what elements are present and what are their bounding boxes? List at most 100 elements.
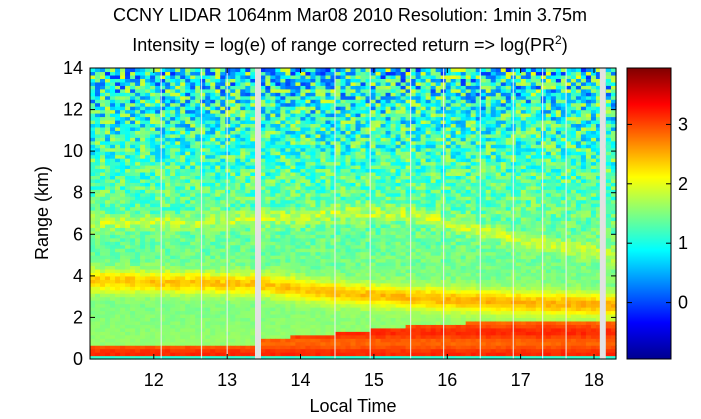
heatmap-cell	[385, 237, 392, 242]
heatmap-cell	[225, 154, 231, 159]
heatmap-cell	[370, 352, 377, 357]
heatmap-cell	[340, 171, 347, 176]
heatmap-cell	[205, 95, 211, 100]
heatmap-cell	[90, 123, 96, 128]
heatmap-cell	[300, 282, 307, 287]
heatmap-cell	[360, 355, 367, 360]
heatmap-cell	[270, 223, 276, 228]
heatmap-cell	[235, 144, 241, 149]
heatmap-cell	[250, 279, 256, 284]
heatmap-cell	[355, 126, 362, 131]
heatmap-cell	[280, 109, 286, 114]
heatmap-cell	[170, 99, 176, 104]
heatmap-cell	[260, 234, 266, 239]
heatmap-cell	[350, 327, 357, 332]
heatmap-cell	[130, 293, 136, 298]
heatmap-cell	[265, 303, 271, 308]
heatmap-cell	[130, 272, 136, 277]
heatmap-cell	[320, 262, 327, 267]
heatmap-cell	[205, 303, 211, 308]
heatmap-cell	[245, 241, 251, 246]
heatmap-cell	[100, 223, 106, 228]
heatmap-cell	[220, 102, 226, 107]
heatmap-cell	[120, 345, 126, 350]
heatmap-cell	[315, 234, 322, 239]
heatmap-cell	[200, 126, 206, 131]
heatmap-cell	[160, 175, 166, 180]
heatmap-cell	[160, 234, 166, 239]
heatmap-cell	[335, 102, 342, 107]
heatmap-cell	[130, 116, 136, 121]
heatmap-cell	[105, 279, 111, 284]
heatmap-cell	[245, 303, 251, 308]
heatmap-cell	[235, 331, 241, 336]
heatmap-cell	[295, 223, 301, 228]
heatmap-cell	[310, 255, 317, 260]
heatmap-cell	[320, 199, 327, 204]
heatmap-cell	[290, 331, 296, 336]
heatmap-cell	[355, 158, 362, 163]
heatmap-cell	[295, 324, 301, 329]
heatmap-cell	[290, 251, 296, 256]
heatmap-cell	[200, 95, 206, 100]
heatmap-cell	[135, 126, 141, 131]
heatmap-cell	[175, 307, 181, 312]
heatmap-cell	[230, 106, 236, 111]
heatmap-cell	[315, 147, 322, 152]
heatmap-cell	[175, 303, 181, 308]
heatmap-cell	[205, 178, 211, 183]
heatmap-cell	[145, 158, 151, 163]
heatmap-cell	[180, 151, 186, 156]
heatmap-cell	[380, 331, 387, 336]
heatmap-cell	[350, 255, 357, 260]
heatmap-cell	[90, 130, 96, 135]
heatmap-cell	[245, 220, 251, 225]
heatmap-cell	[120, 196, 126, 201]
heatmap-cell	[170, 203, 176, 208]
heatmap-cell	[170, 275, 176, 280]
heatmap-cell	[225, 213, 231, 218]
heatmap-cell	[100, 206, 106, 211]
heatmap-cell	[210, 293, 216, 298]
heatmap-cell	[90, 244, 96, 249]
heatmap-cell	[140, 313, 146, 319]
heatmap-cell	[285, 279, 291, 284]
heatmap-cell	[180, 241, 186, 246]
heatmap-cell	[160, 165, 166, 170]
heatmap-cell	[175, 289, 181, 294]
heatmap-cell	[365, 216, 372, 222]
heatmap-cell	[280, 85, 286, 90]
heatmap-cell	[250, 68, 256, 73]
heatmap-cell	[200, 241, 206, 246]
heatmap-cell	[105, 338, 111, 343]
heatmap-cell	[370, 113, 377, 118]
heatmap-cell	[165, 268, 171, 273]
heatmap-cell	[215, 258, 221, 263]
heatmap-cell	[200, 223, 206, 228]
heatmap-cell	[275, 258, 281, 263]
heatmap-cell	[285, 307, 291, 312]
heatmap-cell	[315, 300, 322, 305]
heatmap-cell	[245, 313, 251, 319]
heatmap-cell	[185, 286, 191, 291]
heatmap-cell	[230, 192, 236, 197]
heatmap-cell	[215, 234, 221, 239]
heatmap-cell	[355, 268, 362, 273]
heatmap-cell	[205, 234, 211, 239]
heatmap-cell	[220, 317, 226, 322]
heatmap-cell	[300, 116, 307, 121]
heatmap-cell	[130, 178, 136, 183]
heatmap-cell	[250, 158, 256, 163]
heatmap-cell	[370, 175, 377, 180]
heatmap-cell	[345, 92, 352, 97]
heatmap-cell	[225, 158, 231, 163]
heatmap-cell	[305, 116, 312, 121]
heatmap-cell	[210, 227, 216, 232]
heatmap-cell	[110, 175, 116, 180]
heatmap-cell	[350, 109, 357, 114]
heatmap-cell	[345, 95, 352, 100]
heatmap-cell	[120, 92, 126, 97]
heatmap-cell	[175, 85, 181, 90]
heatmap-cell	[155, 251, 161, 256]
heatmap-cell	[370, 241, 377, 246]
